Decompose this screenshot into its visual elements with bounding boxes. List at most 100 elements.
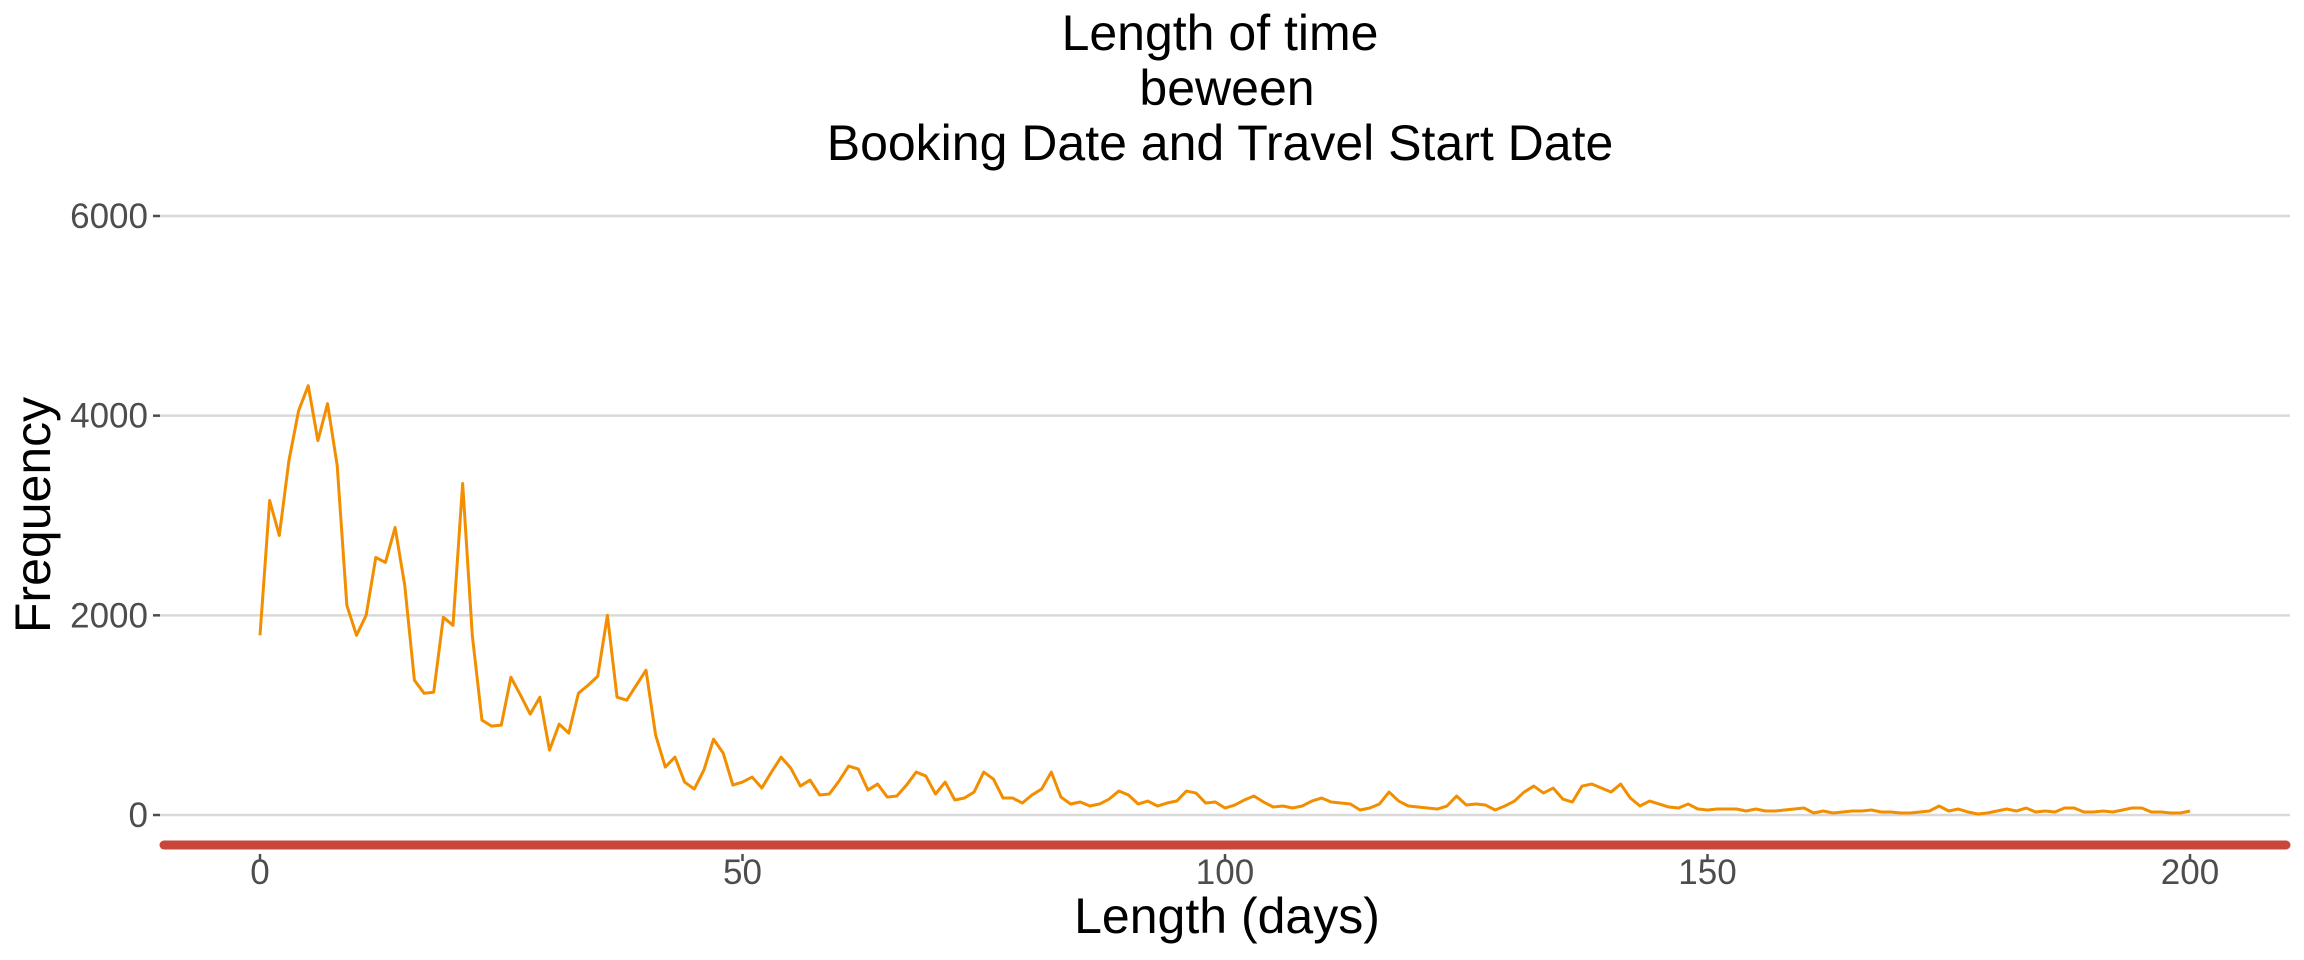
data-point — [394, 526, 396, 528]
data-point — [1446, 805, 1448, 807]
data-point — [1436, 808, 1438, 810]
data-point — [1272, 806, 1274, 808]
data-point — [1311, 800, 1313, 802]
data-point — [1890, 811, 1892, 813]
data-point — [471, 634, 473, 636]
data-point — [2112, 811, 2114, 813]
data-point — [1513, 800, 1515, 802]
data-point — [790, 767, 792, 769]
data-point — [992, 778, 994, 780]
data-point — [1291, 807, 1293, 809]
data-point — [510, 676, 512, 678]
data-point — [732, 784, 734, 786]
data-point — [1977, 813, 1979, 815]
data-point — [336, 464, 338, 466]
data-point — [616, 696, 618, 698]
data-point — [577, 692, 579, 694]
data-point — [2073, 807, 2075, 809]
data-point — [404, 584, 406, 586]
data-point — [1069, 803, 1071, 805]
data-point — [2083, 811, 2085, 813]
data-point — [1716, 808, 1718, 810]
data-point — [664, 766, 666, 768]
data-point — [1494, 809, 1496, 811]
data-point — [847, 765, 849, 767]
data-point — [1224, 807, 1226, 809]
data-point — [1822, 810, 1824, 812]
x-tick-label: 0 — [250, 853, 269, 892]
data-point — [268, 499, 270, 501]
data-point — [1040, 788, 1042, 790]
data-point — [712, 738, 714, 740]
data-point — [1938, 805, 1940, 807]
y-axis: 0 2000 4000 6000 — [70, 197, 160, 835]
data-point — [2034, 811, 2036, 813]
data-point — [355, 634, 357, 636]
data-point — [442, 616, 444, 618]
data-point — [587, 684, 589, 686]
data-point — [838, 780, 840, 782]
data-point — [1687, 803, 1689, 805]
data-point — [2063, 807, 2065, 809]
chart-title: Length of time beween Booking Date and T… — [827, 5, 1614, 171]
data-point — [307, 385, 309, 387]
data-point — [1079, 801, 1081, 803]
data-point — [2141, 807, 2143, 809]
data-point — [1967, 811, 1969, 813]
data-point — [1253, 795, 1255, 797]
data-point — [1591, 783, 1593, 785]
data-point — [1176, 800, 1178, 802]
data-point — [519, 694, 521, 696]
data-point — [375, 556, 377, 558]
data-point — [1581, 785, 1583, 787]
data-point — [1398, 800, 1400, 802]
data-point — [1166, 802, 1168, 804]
data-point — [1340, 802, 1342, 804]
data-point — [1407, 805, 1409, 807]
data-point — [770, 771, 772, 773]
data-point — [1320, 797, 1322, 799]
data-point — [1205, 802, 1207, 804]
data-point — [452, 624, 454, 626]
data-point — [259, 634, 261, 636]
data-point — [925, 775, 927, 777]
y-tick-label: 6000 — [70, 197, 148, 236]
data-point — [1137, 803, 1139, 805]
data-point — [1021, 802, 1023, 804]
data-point — [1050, 771, 1052, 773]
y-axis-title: Frequency — [5, 397, 61, 633]
data-point — [693, 788, 695, 790]
x-tick-label: 200 — [2161, 853, 2219, 892]
series-line — [258, 384, 2191, 816]
data-point — [983, 771, 985, 773]
data-point — [1832, 812, 1834, 814]
data-point — [1841, 811, 1843, 813]
x-tick-label: 50 — [723, 853, 762, 892]
data-point — [1996, 810, 1998, 812]
data-point — [1417, 806, 1419, 808]
data-point — [1301, 805, 1303, 807]
x-axis-title: Length (days) — [1074, 888, 1380, 944]
data-point — [365, 614, 367, 616]
data-point — [1031, 794, 1033, 796]
data-point — [626, 699, 628, 701]
data-point — [954, 799, 956, 801]
data-point — [1745, 810, 1747, 812]
data-point — [1012, 797, 1014, 799]
data-point — [819, 794, 821, 796]
data-point — [1919, 811, 1921, 813]
data-point — [905, 784, 907, 786]
data-point — [539, 696, 541, 698]
data-point — [481, 719, 483, 721]
data-point — [674, 756, 676, 758]
data-point — [1330, 801, 1332, 803]
data-point — [297, 409, 299, 411]
data-point — [1533, 785, 1535, 787]
data-point — [1726, 808, 1728, 810]
data-point — [944, 781, 946, 783]
data-point — [413, 679, 415, 681]
data-point — [2054, 811, 2056, 813]
data-point — [1668, 806, 1670, 808]
data-point — [645, 669, 647, 671]
